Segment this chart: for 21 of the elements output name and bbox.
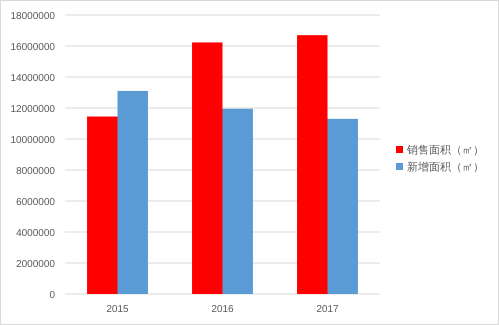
legend-label: 新增面积（㎡） — [407, 160, 484, 174]
y-tick-label: 6000000 — [16, 197, 56, 208]
bar — [222, 108, 253, 294]
y-tick-label: 12000000 — [10, 104, 56, 115]
bar — [87, 116, 118, 294]
y-tick-label: 8000000 — [16, 166, 56, 177]
y-tick-label: 18000000 — [10, 11, 56, 22]
y-tick-label: 2000000 — [16, 259, 56, 270]
legend-label: 销售面积（㎡） — [406, 144, 484, 156]
x-tick-label: 2017 — [316, 304, 340, 315]
y-tick-label: 10000000 — [10, 135, 56, 146]
y-tick-label: 4000000 — [16, 228, 56, 239]
x-tick-label: 2015 — [106, 304, 130, 315]
bar — [192, 42, 222, 294]
bar — [118, 90, 148, 294]
x-tick-label: 2016 — [211, 304, 234, 315]
y-tick-label: 16000000 — [10, 42, 56, 53]
bar — [328, 118, 358, 294]
y-tick-label: 14000000 — [10, 73, 56, 84]
y-tick-label: 0 — [49, 290, 56, 301]
bar — [297, 35, 328, 294]
